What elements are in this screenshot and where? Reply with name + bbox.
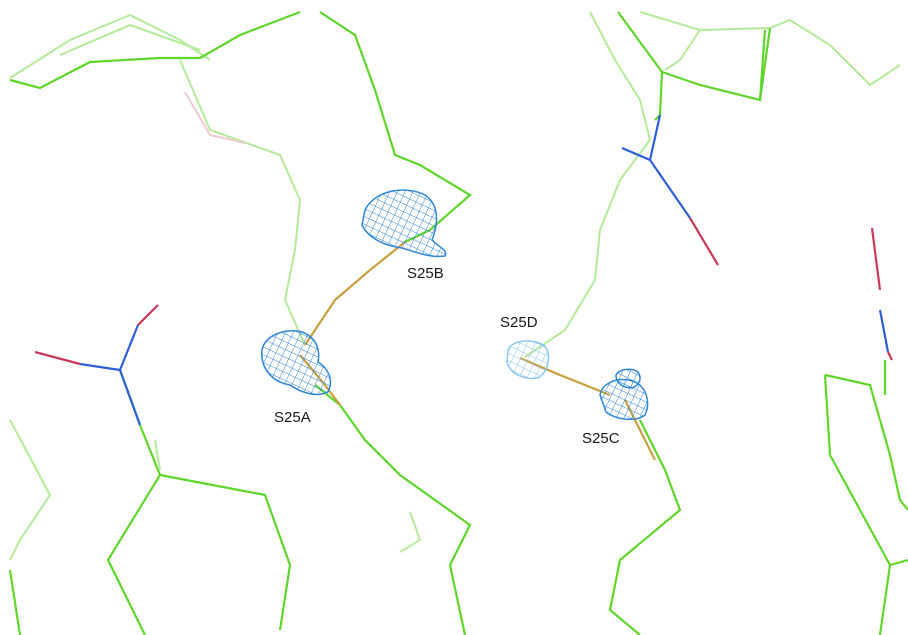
density-mesh-s25a — [261, 330, 332, 396]
sulfur-bonds — [299, 241, 656, 461]
label-s25d: S25D — [500, 314, 538, 331]
density-mesh-s25b — [361, 189, 447, 258]
faded-heteroatom-bonds — [184, 91, 246, 144]
oxygen-bonds — [34, 217, 893, 366]
nitrogen-bonds — [79, 114, 890, 426]
label-s25b: S25B — [407, 265, 444, 282]
backbone-faded — [9, 11, 901, 561]
density-mesh-s25d — [506, 340, 550, 380]
label-s25c: S25C — [582, 430, 620, 447]
density-mesh-s25c — [599, 368, 649, 420]
backbone-chain — [8, 10, 908, 635]
label-s25a: S25A — [274, 409, 311, 426]
